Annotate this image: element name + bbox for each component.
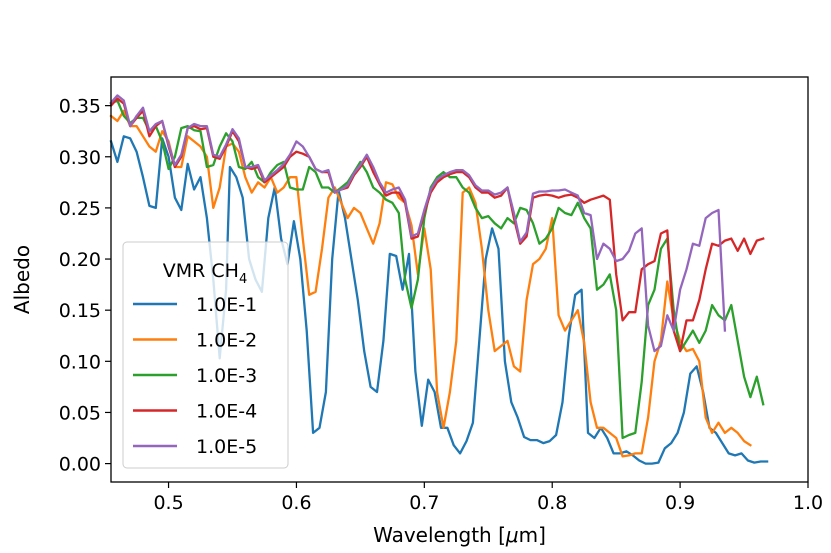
y-tick-label-7: 0.35 [59,96,101,118]
y-tick-label-1: 0.05 [59,402,101,424]
y-tick-label-6: 0.30 [59,147,101,169]
x-tick-label-2: 0.7 [409,492,439,514]
x-axis: 0.5 0.6 0.7 0.8 0.9 1.0 [153,482,823,514]
series-line-4 [109,94,727,353]
x-tick-label-4: 0.9 [665,492,695,514]
legend-title-subscript: 4 [239,272,247,287]
legend: VMR CH4 1.0E-1 1.0E-2 1.0E-3 1.0E-4 1.0E-5 [122,241,289,469]
x-axis-label-mu: μ [505,523,519,547]
series-line-1 [109,109,752,458]
legend-label-4: 1.0E-5 [196,436,257,458]
series-line-3 [109,97,765,353]
y-axis: 0.00 0.05 0.10 0.15 0.20 0.25 0.30 0.35 [59,96,111,476]
y-tick-label-4: 0.20 [59,249,101,271]
x-axis-label: Wavelength [μm] [373,523,546,547]
legend-title: VMR CH4 [163,260,247,287]
legend-label-2: 1.0E-3 [196,365,257,387]
plot-frame [110,76,809,483]
legend-title-text: VMR CH [163,260,239,282]
y-tick-label-2: 0.10 [59,351,101,373]
legend-label-1: 1.0E-2 [196,330,257,352]
x-axis-label-text: Wavelength [ [373,523,506,547]
y-tick-label-0: 0.00 [59,454,101,476]
legend-label-3: 1.0E-4 [196,401,257,423]
x-axis-label-unit: m] [519,523,546,547]
x-tick-label-5: 1.0 [793,492,823,514]
series-line-2 [109,99,765,440]
y-tick-label-3: 0.15 [59,300,101,322]
x-tick-label-3: 0.8 [537,492,567,514]
legend-label-0: 1.0E-1 [196,294,257,316]
y-tick-label-5: 0.25 [59,198,101,220]
legend-entries: 1.0E-1 1.0E-2 1.0E-3 1.0E-4 1.0E-5 [133,294,257,458]
series-layer [109,94,769,465]
x-tick-label-1: 0.6 [281,492,311,514]
x-tick-label-0: 0.5 [153,492,183,514]
y-axis-label: Albedo [10,245,34,314]
